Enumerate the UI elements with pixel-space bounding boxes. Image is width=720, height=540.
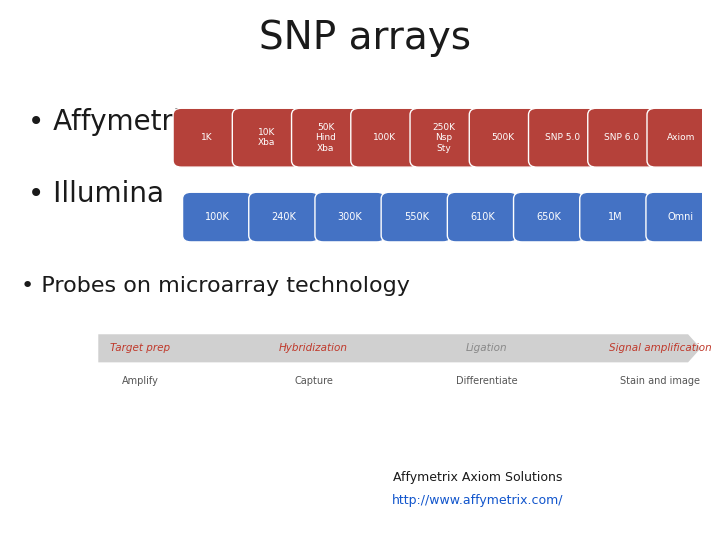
Text: Omni: Omni bbox=[668, 212, 694, 222]
Text: 240K: 240K bbox=[271, 212, 297, 222]
Text: Axiom: Axiom bbox=[667, 133, 696, 142]
FancyBboxPatch shape bbox=[646, 192, 716, 242]
Polygon shape bbox=[200, 112, 713, 163]
FancyBboxPatch shape bbox=[351, 108, 419, 167]
FancyBboxPatch shape bbox=[381, 192, 451, 242]
Text: 100K: 100K bbox=[373, 133, 397, 142]
Text: Stain and image: Stain and image bbox=[620, 376, 700, 386]
Text: Differentiate: Differentiate bbox=[456, 376, 518, 386]
FancyBboxPatch shape bbox=[469, 108, 537, 167]
Text: Capture: Capture bbox=[294, 376, 333, 386]
Text: Hybridization: Hybridization bbox=[279, 343, 348, 353]
Text: 10K
Xba: 10K Xba bbox=[258, 128, 275, 147]
Text: SNP arrays: SNP arrays bbox=[259, 19, 471, 57]
FancyBboxPatch shape bbox=[233, 108, 300, 167]
Text: 650K: 650K bbox=[536, 212, 561, 222]
FancyBboxPatch shape bbox=[528, 108, 597, 167]
FancyBboxPatch shape bbox=[292, 108, 360, 167]
Text: Ligation: Ligation bbox=[466, 343, 508, 353]
FancyBboxPatch shape bbox=[410, 108, 478, 167]
FancyBboxPatch shape bbox=[447, 192, 518, 242]
Text: 50K
Hind
Xba: 50K Hind Xba bbox=[315, 123, 336, 153]
Text: 1M: 1M bbox=[608, 212, 622, 222]
Text: 550K: 550K bbox=[404, 212, 428, 222]
Text: • Affymetrix: • Affymetrix bbox=[28, 107, 197, 136]
FancyBboxPatch shape bbox=[647, 108, 715, 167]
Text: http://www.affymetrix.com/: http://www.affymetrix.com/ bbox=[392, 494, 563, 507]
FancyBboxPatch shape bbox=[315, 192, 385, 242]
Text: 250K
Nsp
Sty: 250K Nsp Sty bbox=[433, 123, 456, 153]
Text: 610K: 610K bbox=[470, 212, 495, 222]
Text: • Illumina: • Illumina bbox=[28, 180, 164, 208]
FancyBboxPatch shape bbox=[183, 192, 253, 242]
Text: 300K: 300K bbox=[338, 212, 362, 222]
FancyBboxPatch shape bbox=[173, 108, 241, 167]
Text: SNP 6.0: SNP 6.0 bbox=[604, 133, 639, 142]
FancyBboxPatch shape bbox=[588, 108, 656, 167]
FancyBboxPatch shape bbox=[580, 192, 650, 242]
Polygon shape bbox=[200, 197, 709, 238]
Text: 1K: 1K bbox=[202, 133, 213, 142]
Text: Signal amplification: Signal amplification bbox=[608, 343, 711, 353]
FancyBboxPatch shape bbox=[513, 192, 584, 242]
Text: • Probes on microarray technology: • Probes on microarray technology bbox=[21, 276, 410, 296]
Text: Amplify: Amplify bbox=[122, 376, 159, 386]
FancyBboxPatch shape bbox=[248, 192, 319, 242]
Text: Affymetrix Axiom Solutions: Affymetrix Axiom Solutions bbox=[392, 471, 562, 484]
Polygon shape bbox=[99, 334, 701, 362]
Text: 500K: 500K bbox=[492, 133, 515, 142]
Text: Target prep: Target prep bbox=[110, 343, 171, 353]
Text: SNP 5.0: SNP 5.0 bbox=[545, 133, 580, 142]
Text: 100K: 100K bbox=[205, 212, 230, 222]
